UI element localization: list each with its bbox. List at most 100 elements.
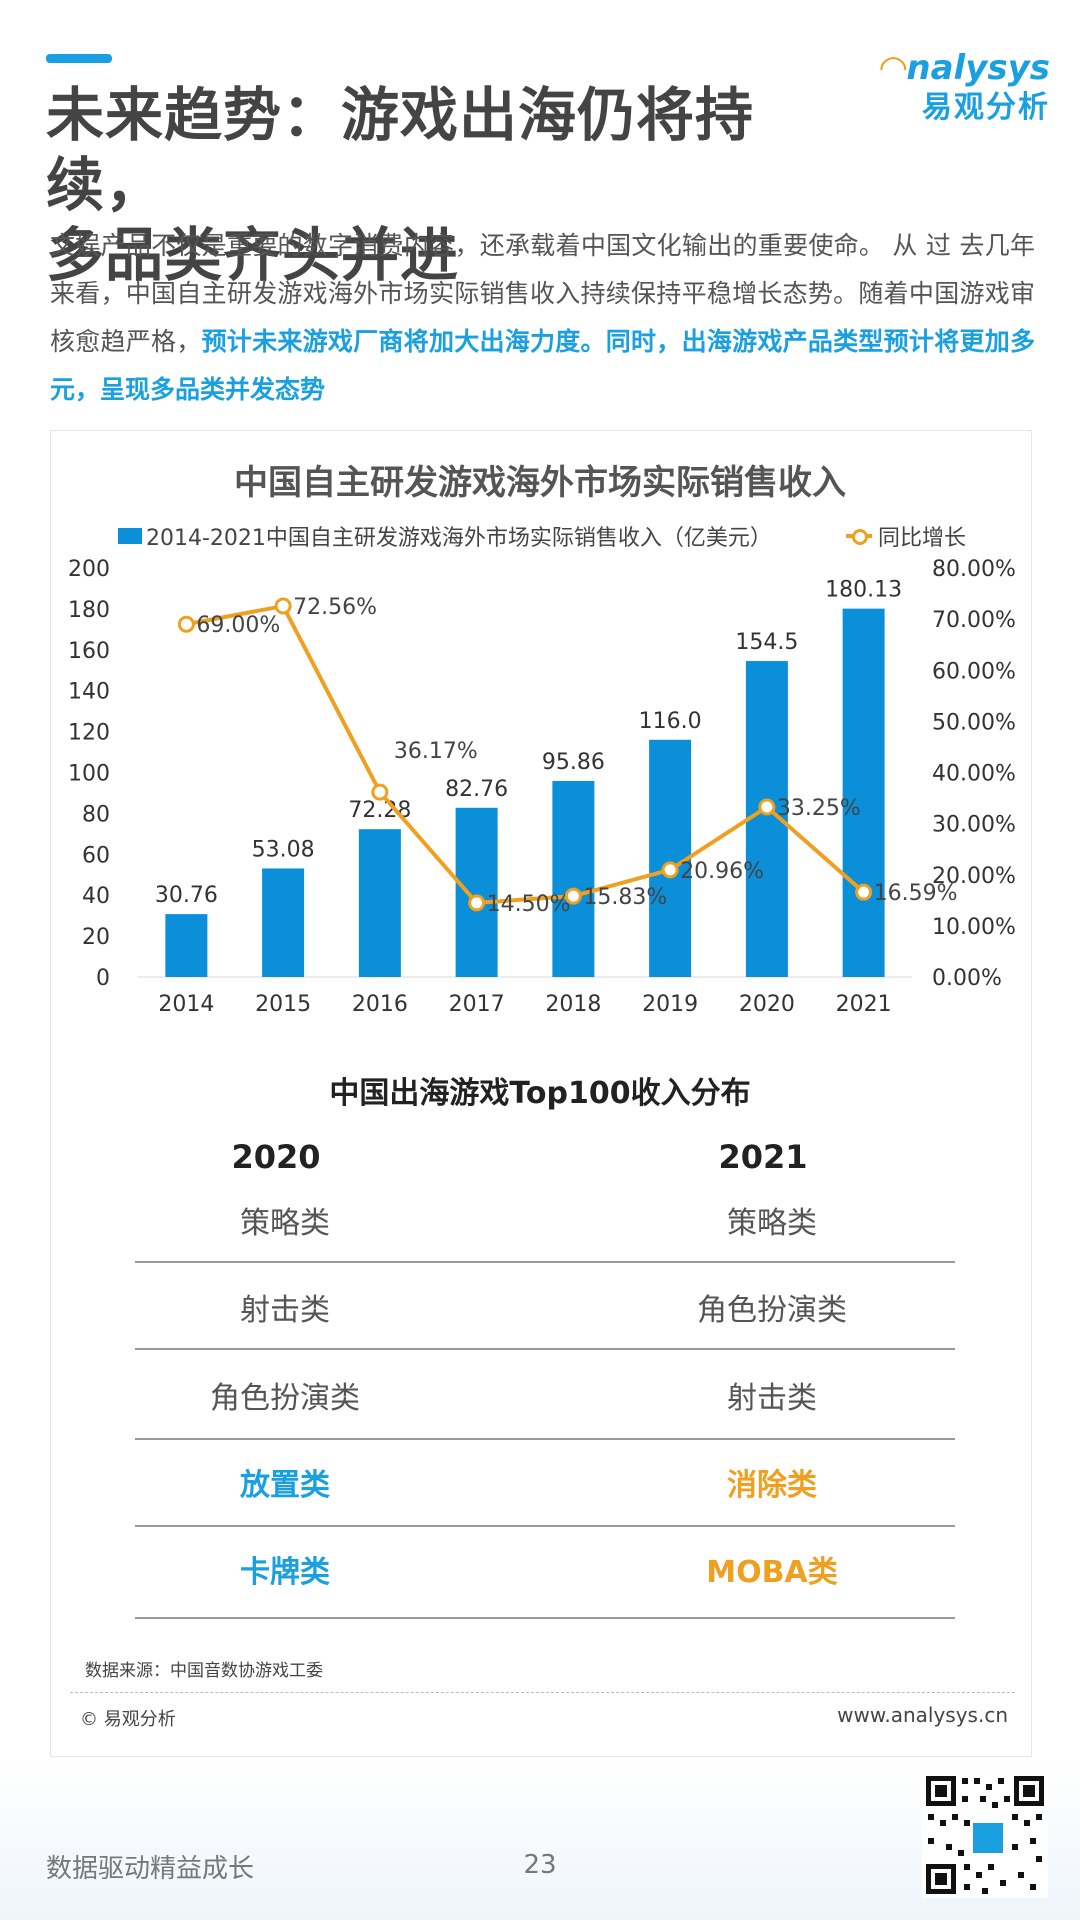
logo-swoosh-icon: ◠: [880, 48, 907, 88]
bar-label-2021: 180.13: [825, 578, 902, 603]
qr-logo-icon: [970, 1820, 1006, 1856]
table-cell-2020: 放置类: [240, 1468, 330, 1503]
y-axis-right-tick: 20.00%: [932, 864, 1016, 889]
intro-plain-text: 文娱产品不仅是重要的数字消费内容，还承载着中国文化输出的重要使命。 从 过 去几…: [50, 231, 1035, 356]
bar-label-2020: 154.5: [735, 630, 798, 655]
table-cell-2021: MOBA类: [706, 1555, 838, 1590]
growth-label-2015: 72.56%: [293, 595, 377, 620]
table-cell-2021: 策略类: [727, 1206, 817, 1241]
legend-label-growth: 同比增长: [878, 526, 967, 551]
table-divider: [135, 1525, 955, 1527]
table-title: 中国出海游戏Top100收入分布: [329, 1076, 751, 1111]
y-axis-left-tick: 40: [82, 884, 110, 909]
y-axis-left-tick: 120: [68, 721, 110, 746]
legend-label-revenue: 2014-2021中国自主研发游戏海外市场实际销售收入（亿美元）: [146, 526, 772, 551]
intro-paragraph: 文娱产品不仅是重要的数字消费内容，还承载着中国文化输出的重要使命。 从 过 去几…: [50, 222, 1035, 414]
page-title-line1: 未来趋势：游戏出海仍将持续，: [46, 81, 755, 219]
table-row: 射击类 角色扮演类: [135, 1267, 955, 1355]
logo-english-text: nalysys: [906, 48, 1050, 88]
website-link[interactable]: www.analysys.cn: [837, 1703, 1008, 1727]
y-axis-left-tick: 140: [68, 680, 110, 705]
chart-title: 中国自主研发游戏海外市场实际销售收入: [234, 463, 846, 503]
bar-label-2017: 82.76: [445, 777, 508, 802]
x-axis-tick-2021: 2021: [836, 992, 892, 1017]
growth-label-2019: 20.96%: [680, 859, 764, 884]
y-axis-right-tick: 0.00%: [932, 966, 1002, 991]
growth-label-2021: 16.59%: [874, 881, 958, 906]
table-row: 策略类 策略类: [135, 1180, 955, 1268]
table-row: 放置类 消除类: [135, 1442, 955, 1530]
page-number: 23: [523, 1850, 557, 1880]
legend-item-revenue: 2014-2021中国自主研发游戏海外市场实际销售收入（亿美元）: [118, 520, 772, 552]
table-divider: [135, 1348, 955, 1350]
table-divider: [135, 1438, 955, 1440]
footer-slogan: 数据驱动精益成长: [46, 1854, 255, 1884]
bar-2015: [262, 868, 305, 977]
y-axis-left-tick: 200: [68, 557, 110, 582]
table-cell-2021: 消除类: [727, 1468, 817, 1503]
x-axis-tick-2017: 2017: [449, 992, 505, 1017]
logo-chinese: 易观分析: [922, 90, 1050, 125]
logo-english: ◠nalysys: [850, 48, 1050, 88]
table-cell-2021: 角色扮演类: [697, 1293, 847, 1328]
table-cell-2020: 策略类: [240, 1206, 330, 1241]
y-axis-right-tick: 50.00%: [932, 710, 1016, 735]
growth-label-2020: 33.25%: [777, 796, 861, 821]
qr-code[interactable]: [922, 1772, 1048, 1898]
y-axis-left-tick: 20: [82, 925, 110, 950]
growth-label-2016: 36.17%: [394, 739, 478, 764]
table-row: 角色扮演类 射击类: [135, 1355, 955, 1443]
copyright: © 易观分析: [80, 1709, 176, 1730]
x-axis-tick-2016: 2016: [352, 992, 408, 1017]
table-cell-2020: 射击类: [240, 1293, 330, 1328]
legend-bar-swatch: [118, 528, 142, 544]
bar-2021: [842, 608, 885, 977]
y-axis-right-tick: 10.00%: [932, 915, 1016, 940]
page-title: 未来趋势：游戏出海仍将持续， 多品类齐头并进: [46, 80, 866, 290]
x-axis-tick-2019: 2019: [642, 992, 698, 1017]
legend-line-swatch: [846, 529, 872, 545]
page-title-line2: 多品类齐头并进: [46, 221, 460, 289]
title-accent-bar: [46, 54, 112, 63]
bar-2016: [358, 829, 401, 977]
table-divider: [135, 1617, 955, 1619]
y-axis-right-tick: 40.00%: [932, 762, 1016, 787]
bar-label-2014: 30.76: [155, 883, 218, 908]
table-cell-2021: 射击类: [727, 1381, 817, 1416]
growth-point-2019: [661, 861, 679, 879]
x-axis-tick-2014: 2014: [158, 992, 214, 1017]
x-axis-tick-2020: 2020: [739, 992, 795, 1017]
y-axis-right-tick: 70.00%: [932, 608, 1016, 633]
growth-label-2018: 15.83%: [583, 885, 667, 910]
y-axis-left-tick: 160: [68, 639, 110, 664]
revenue-growth-chart: 0 20 40 60 80 100 120 140 160 180 200 0.00% 10.00% 20…: [68, 557, 1016, 1017]
bar-label-2018: 95.86: [542, 750, 605, 775]
table-row: 卡牌类 MOBA类: [135, 1529, 955, 1617]
y-axis-right-tick: 60.00%: [932, 659, 1016, 684]
table-header-2021: 2021: [718, 1138, 808, 1176]
qr-code-icon: [922, 1772, 1048, 1898]
y-axis-left-tick: 60: [82, 843, 110, 868]
data-source: 数据来源：中国音数协游戏工委: [85, 1661, 323, 1681]
growth-point-2021: [855, 883, 873, 901]
analysys-logo: ◠nalysys 易观分析: [850, 48, 1050, 148]
intro-highlight-text: 预计未来游戏厂商将加大出海力度。同时，出海游戏产品类型预计将更加多元，呈现多品类…: [50, 327, 1035, 404]
y-axis-left-tick: 100: [68, 762, 110, 787]
growth-label-2017: 14.50%: [487, 892, 571, 917]
table-divider: [135, 1261, 955, 1263]
growth-point-2014: [177, 615, 195, 633]
growth-point-2017: [468, 894, 486, 912]
growth-point-2016: [371, 783, 389, 801]
growth-point-2020: [758, 798, 776, 816]
growth-label-2014: 69.00%: [196, 613, 280, 638]
table-cell-2020: 卡牌类: [240, 1555, 330, 1590]
growth-point-2015: [274, 597, 292, 615]
footer-background: [0, 1760, 1080, 1920]
legend-item-growth: 同比增长: [846, 520, 966, 552]
bar-label-2015: 53.08: [252, 837, 315, 862]
y-axis-left-tick: 180: [68, 598, 110, 623]
growth-point-2018: [564, 887, 582, 905]
bar-2014: [165, 914, 208, 977]
y-axis-right-tick: 80.00%: [932, 557, 1016, 582]
card-footer-divider: [70, 1692, 1015, 1693]
